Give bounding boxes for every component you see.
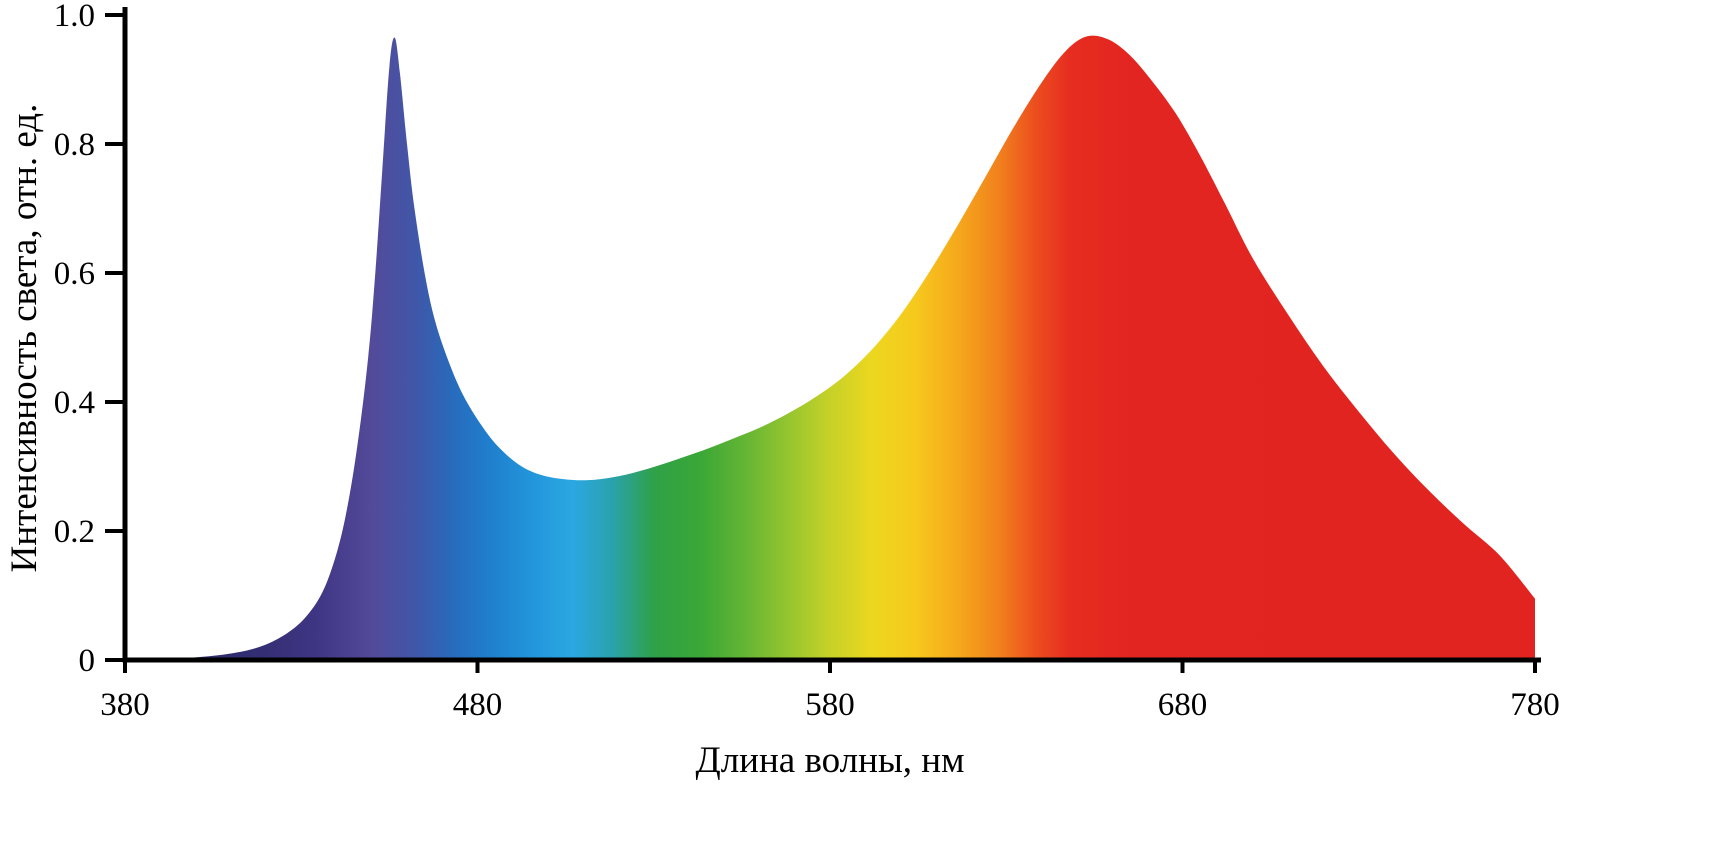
y-tick-label: 0.2 <box>54 514 95 550</box>
y-axis-title: Интенсивность света, отн. ед. <box>4 104 45 573</box>
x-axis-title: Длина волны, нм <box>695 740 964 781</box>
y-tick-label: 0.4 <box>54 385 95 421</box>
spectrum-area-curve <box>125 35 1535 660</box>
x-tick-label: 680 <box>1158 687 1208 723</box>
y-tick-label: 1.0 <box>54 0 95 34</box>
tick-marks-and-labels: 0 0.2 0.4 0.6 0.8 1.0 380 480 580 680 780 <box>54 0 1560 723</box>
x-tick-label: 380 <box>100 687 150 723</box>
y-tick-label: 0 <box>79 643 96 679</box>
y-tick-label: 0.6 <box>54 256 95 292</box>
y-tick-label: 0.8 <box>54 127 95 163</box>
x-tick-label: 580 <box>805 687 855 723</box>
x-tick-label: 480 <box>453 687 503 723</box>
x-tick-label: 780 <box>1510 687 1560 723</box>
